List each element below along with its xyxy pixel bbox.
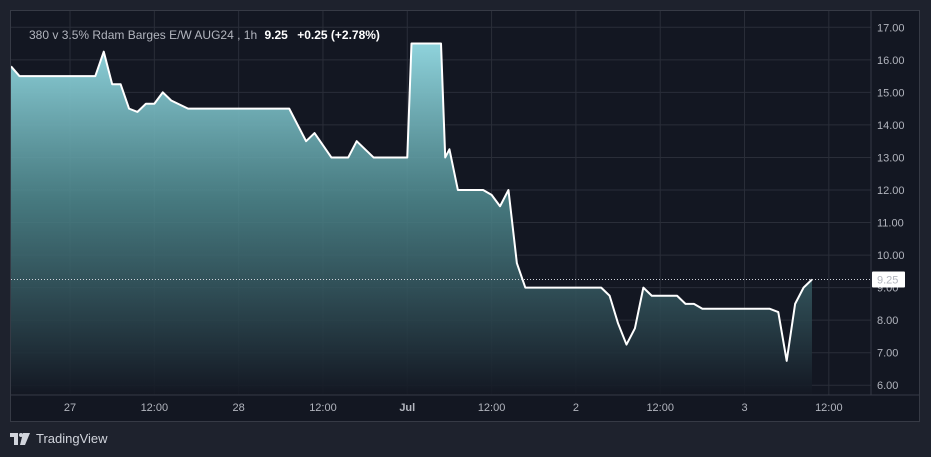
y-tick-label: 14.00 bbox=[877, 120, 905, 132]
brand-footer[interactable]: TradingView bbox=[10, 431, 108, 446]
y-tick-label: 7.00 bbox=[877, 348, 898, 360]
y-tick-label: 15.00 bbox=[877, 87, 905, 99]
chart-legend: 380 v 3.5% Rdam Barges E/W AUG24 , 1h 9.… bbox=[29, 28, 380, 42]
x-tick-label: 12:00 bbox=[646, 402, 674, 414]
y-tick-label: 11.00 bbox=[877, 218, 904, 230]
price-chart[interactable]: 17.00 16.00 15.00 14.00 13.00 12.00 11.00 10.00… bbox=[11, 11, 919, 421]
x-tick-label: 27 bbox=[64, 402, 76, 414]
x-tick-label: 2 bbox=[573, 402, 579, 414]
legend-change: +0.25 (+2.78%) bbox=[297, 28, 380, 42]
x-tick-label: Jul bbox=[399, 402, 415, 414]
y-tick-label: 16.00 bbox=[877, 55, 905, 67]
y-tick-label: 6.00 bbox=[877, 380, 898, 392]
last-price-badge bbox=[872, 271, 905, 288]
axes: 17.00 16.00 15.00 14.00 13.00 12.00 11.00 10.00… bbox=[11, 11, 919, 414]
x-tick-label: 12:00 bbox=[141, 402, 169, 414]
x-tick-label: 12:00 bbox=[478, 402, 506, 414]
last-price-label: 9.25 bbox=[877, 274, 898, 286]
tradingview-logo-icon bbox=[10, 432, 30, 445]
y-tick-label: 17.00 bbox=[877, 22, 905, 34]
y-tick-label: 12.00 bbox=[877, 185, 905, 197]
x-tick-label: 12:00 bbox=[309, 402, 337, 414]
legend-last-price: 9.25 bbox=[264, 28, 288, 42]
chart-panel[interactable]: 17.00 16.00 15.00 14.00 13.00 12.00 11.00 10.00… bbox=[10, 10, 920, 422]
price-area bbox=[11, 42, 871, 396]
area-fill bbox=[11, 43, 812, 396]
y-tick-label: 10.00 bbox=[877, 250, 905, 262]
price-line bbox=[11, 42, 813, 362]
x-tick-label: 3 bbox=[741, 402, 747, 414]
legend-symbol: 380 v 3.5% Rdam Barges E/W AUG24 bbox=[29, 28, 234, 42]
x-tick-label: 12:00 bbox=[815, 402, 843, 414]
legend-interval: 1h bbox=[243, 28, 258, 42]
y-tick-label: 13.00 bbox=[877, 152, 905, 164]
y-tick-label: 8.00 bbox=[877, 315, 898, 327]
brand-name: TradingView bbox=[36, 431, 108, 446]
x-tick-label: 28 bbox=[233, 402, 245, 414]
